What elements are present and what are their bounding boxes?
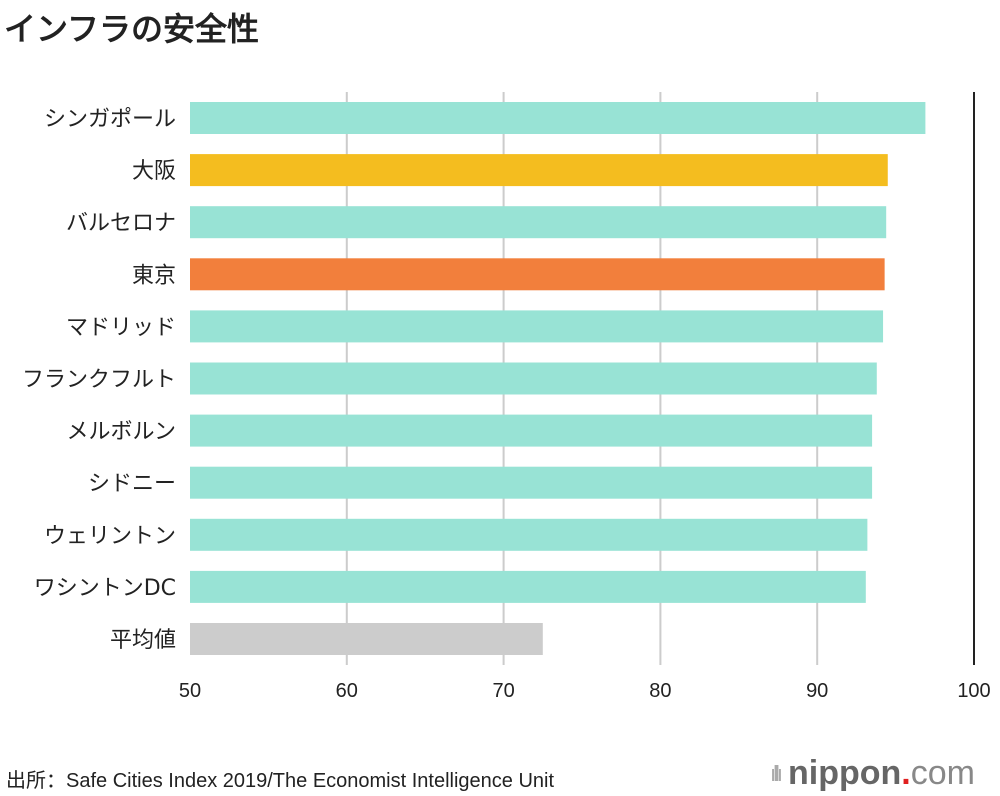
- category-label: フランクフルト: [22, 368, 176, 393]
- bar: [190, 570, 866, 603]
- x-tick-label: 60: [336, 680, 358, 702]
- category-label: シドニー: [88, 472, 176, 497]
- bar: [190, 466, 873, 499]
- category-label: ウェリントン: [44, 524, 176, 549]
- category-label: メルボルン: [66, 420, 176, 445]
- source-note: 出所：Safe Cities Index 2019/The Economist …: [6, 770, 555, 792]
- bar: [190, 518, 868, 551]
- bar: [190, 623, 543, 655]
- category-label: ワシントンDC: [34, 576, 176, 601]
- category-label: 大阪: [132, 159, 176, 184]
- bar-chart: 50 60 70 80 90 100 シンガポール大阪バルセロナ東京マドリッドフランクフルト…: [22, 92, 991, 702]
- x-tick-label: 100: [957, 680, 990, 702]
- category-label: シンガポール: [44, 107, 176, 132]
- x-tick-label: 50: [179, 680, 201, 702]
- x-tick-label: 80: [649, 680, 671, 702]
- chart-title: インフラの安全性: [4, 10, 260, 48]
- bar: [190, 206, 887, 239]
- bar: [190, 102, 926, 134]
- bar: [190, 414, 873, 447]
- bar: [190, 310, 884, 343]
- x-tick-label: 70: [492, 680, 514, 702]
- category-label: バルセロナ: [66, 211, 176, 236]
- nippon-logo: ıllı nippon. com: [770, 754, 975, 792]
- x-tick-label: 90: [806, 680, 828, 702]
- category-label: マドリッド: [66, 315, 176, 340]
- bar: [190, 154, 888, 187]
- category-label: 東京: [132, 263, 176, 288]
- category-label: 平均値: [110, 628, 176, 653]
- logo-bars-icon: ıllı: [770, 760, 783, 786]
- bar: [190, 362, 877, 395]
- bar: [190, 258, 885, 291]
